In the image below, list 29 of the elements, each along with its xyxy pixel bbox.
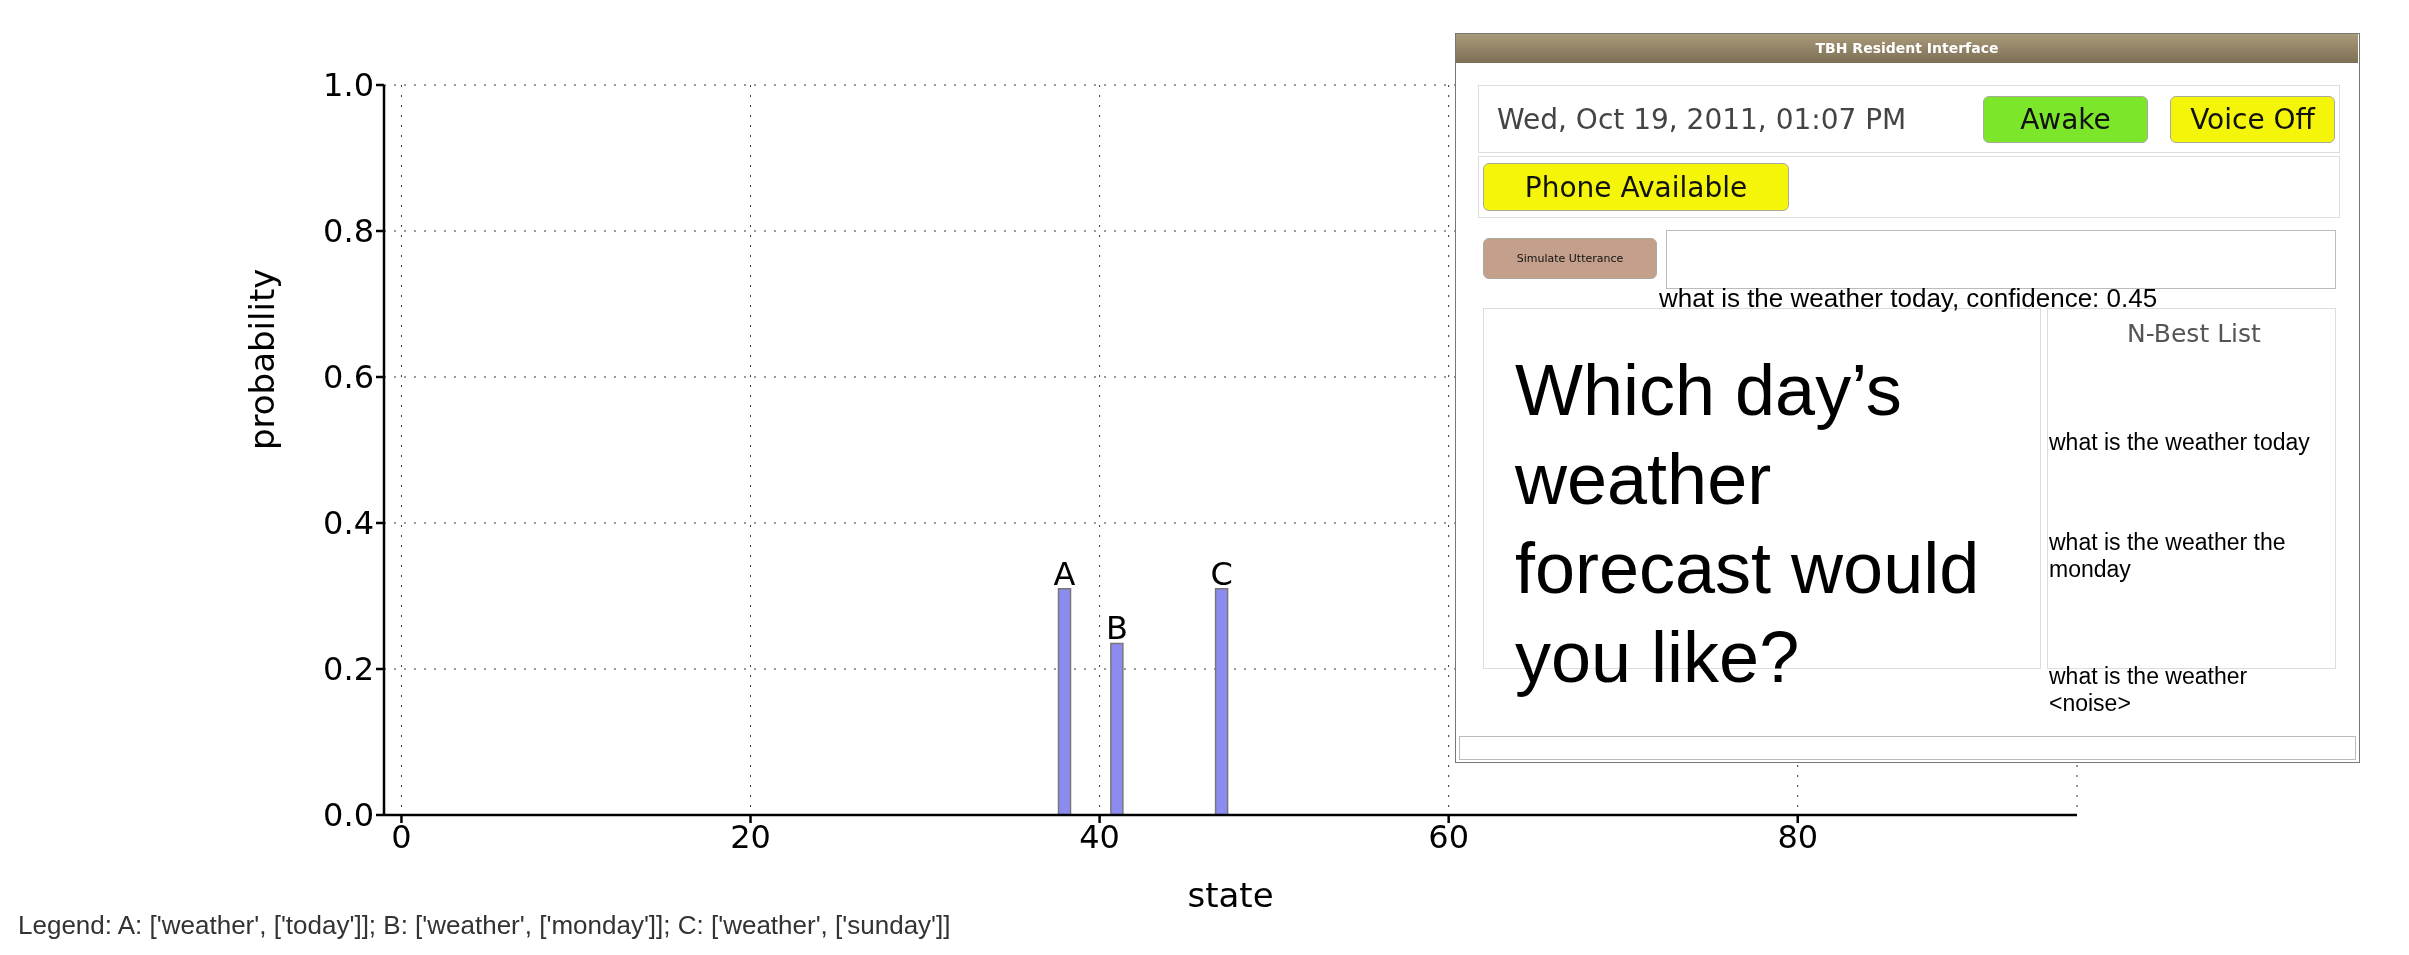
y-tick-label: 0.6 [323,358,374,397]
x-tick-label: 40 [1079,817,1120,856]
x-tick-label: 60 [1428,817,1470,856]
annotation: Simulate Utterance [1483,238,1657,279]
data-label: B [1105,609,1128,648]
annotation: Which day’s weather forecast would you like? [1515,349,1981,699]
y-tick-label: 1.0 [323,66,374,105]
annotation: Phone Available [1483,163,1789,211]
text: Legend: A: ['weather', ['today']]; B: ['weather', ['monday']]; C: ['weather', ['sunday']] [18,910,951,941]
text: Voice Off [2170,96,2335,143]
data-label: A [1053,554,1076,593]
annotation: what is the weather today, confidence: 0.45 [1659,283,2159,315]
y-tick-label: 0.8 [323,212,374,251]
x-tick-label: 20 [730,817,771,856]
data-label: C [1210,554,1233,593]
annotation: Awake [1983,96,2148,143]
x-axis-title: state [1187,875,1274,915]
annotation: what is the weather <noise> [2049,663,2249,718]
x-tick-label: 80 [1777,817,1819,856]
x-tick-label: 0 [391,817,412,856]
annotation: Wed, Oct 19, 2011, 01:07 PM [1497,102,1908,138]
y-tick-label: 0.0 [323,796,374,835]
text: N-Best List [2127,319,2262,350]
y-tick-label: 0.4 [323,504,374,543]
annotation: what is the weather the monday [2049,529,2287,584]
annotation: what is the weather today [2049,429,2311,457]
y-tick-label: 0.2 [323,650,374,689]
y-axis-title: probability [242,268,283,450]
text: TBH Resident Interface [1456,34,2358,63]
